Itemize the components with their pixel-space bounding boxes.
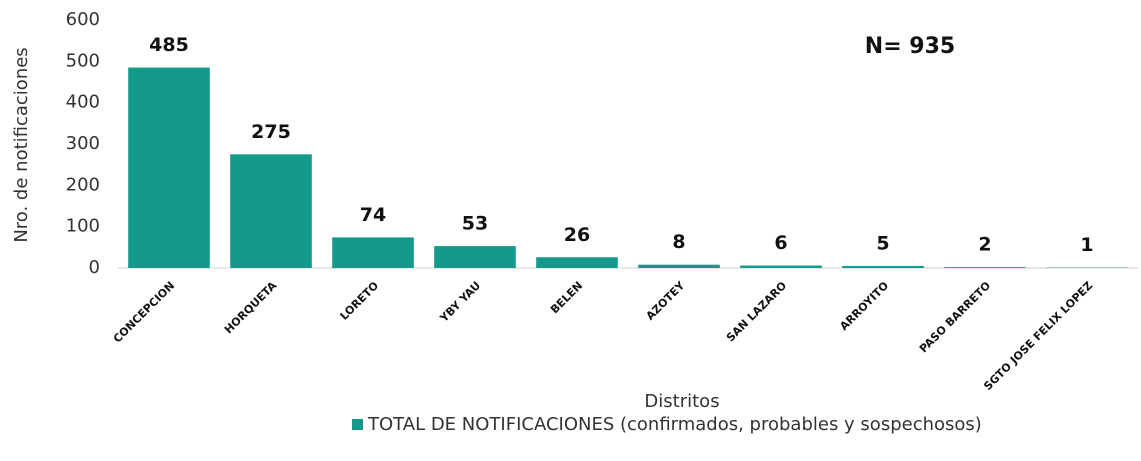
x-tick-label: BELEN: [548, 279, 585, 316]
value-label: 2: [978, 234, 991, 256]
bar: [740, 265, 822, 268]
legend-swatch: [352, 419, 363, 430]
y-tick-label: 0: [89, 257, 100, 278]
bar: [332, 237, 414, 268]
y-tick-label: 500: [66, 50, 100, 71]
x-tick-label: CONCEPCION: [111, 279, 177, 345]
bar: [434, 246, 516, 268]
value-label: 6: [774, 232, 787, 254]
y-tick-label: 300: [66, 133, 100, 154]
x-tick-label: SGTO JOSE FELIX LOPEZ: [981, 279, 1095, 393]
x-axis-label: Distritos: [644, 391, 719, 412]
legend-label: TOTAL DE NOTIFICACIONES (confirmados, pr…: [367, 414, 982, 435]
value-label: 26: [564, 224, 590, 246]
value-label: 8: [672, 231, 685, 253]
value-label: 275: [251, 121, 291, 143]
y-tick-label: 400: [66, 92, 100, 113]
y-tick-label: 600: [66, 9, 100, 30]
y-tick-label: 200: [66, 174, 100, 195]
value-label: 5: [876, 232, 889, 254]
x-tick-label: LORETO: [338, 279, 382, 323]
bar: [128, 67, 210, 269]
bar: [536, 257, 618, 268]
x-tick-label: ARROYITO: [837, 279, 891, 333]
x-tick-label: HORQUETA: [222, 279, 280, 337]
x-tick-label: YBY YAU: [437, 279, 483, 325]
x-tick-label: AZOTEY: [644, 278, 688, 322]
value-label: 1: [1080, 234, 1093, 256]
value-label: 53: [462, 213, 488, 235]
x-tick-label: SAN LAZARO: [724, 279, 789, 344]
y-tick-label: 100: [66, 216, 100, 237]
bar: [842, 265, 924, 268]
annotation: N= 935: [865, 34, 955, 59]
value-label: 485: [149, 34, 189, 56]
bar: [944, 267, 1026, 268]
x-tick-label: PASO BARRETO: [917, 279, 993, 355]
y-axis-label: Nro. de notificaciones: [11, 47, 32, 242]
bar: [638, 264, 720, 268]
bar: [230, 154, 312, 268]
value-label: 74: [360, 204, 386, 226]
